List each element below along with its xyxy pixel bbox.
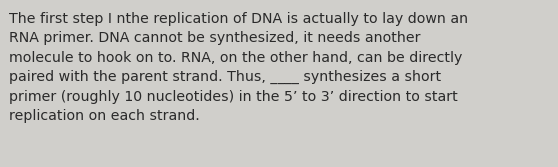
Text: The first step I nthe replication of DNA is actually to lay down an
RNA primer. : The first step I nthe replication of DNA… bbox=[9, 12, 468, 123]
